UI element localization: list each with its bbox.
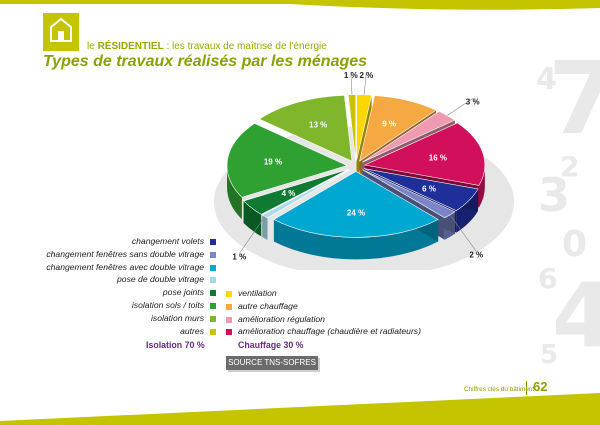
- pie-slice: [261, 169, 350, 219]
- pie-value-label: 13 %: [309, 121, 327, 130]
- pie-label-leader: [363, 71, 367, 95]
- legend-item: amélioration chauffage (chaudière et rad…: [238, 326, 421, 337]
- pie-value-label: 9 %: [382, 119, 396, 128]
- legend-swatch: [226, 329, 232, 336]
- pie-label-leader: [239, 216, 266, 254]
- pie-slice-side: [262, 214, 268, 240]
- legend-item: isolation sols / toits: [131, 300, 204, 310]
- legend-item: changement volets: [131, 236, 204, 246]
- legend-swatch: [210, 251, 216, 258]
- pie-slice: [363, 122, 486, 186]
- pie-slice-side: [273, 219, 439, 260]
- bottom-decorative-curve: [0, 393, 600, 425]
- section-name: RÉSIDENTIEL: [97, 41, 164, 52]
- decorative-number: 3: [538, 168, 571, 222]
- legend-item: amélioration régulation: [238, 313, 325, 324]
- pie-slice-side: [227, 165, 242, 220]
- decorative-number: 5: [540, 340, 559, 370]
- legend-swatch: [210, 239, 216, 245]
- pie-slice-side: [243, 200, 262, 237]
- legend-swatch: [226, 303, 232, 310]
- house-logo-icon: [43, 13, 79, 51]
- legend-swatch: [226, 316, 232, 323]
- legend-item: isolation murs: [150, 312, 204, 323]
- pie-value-label: 6 %: [422, 184, 436, 193]
- legend-swatch: [226, 291, 232, 297]
- total-isolation: Isolation 70 %: [146, 340, 205, 350]
- decorative-number: 4: [552, 264, 600, 367]
- footer-divider: [526, 381, 527, 395]
- pie-slice: [242, 168, 349, 215]
- legend-swatch: [210, 315, 216, 322]
- pie-value-label: 2 %: [469, 250, 483, 259]
- pie-value-label: 1 %: [344, 71, 358, 80]
- pie-slice: [226, 123, 348, 198]
- legend-item: changement fenêtres avec double vitrage: [46, 261, 204, 272]
- legend-item: ventilation: [238, 288, 277, 298]
- section-prefix: le: [87, 41, 98, 52]
- decorative-number: 7: [548, 40, 600, 157]
- pie-slice: [359, 95, 437, 162]
- pie-value-label: 2 %: [359, 71, 373, 80]
- pie-slice: [273, 171, 439, 238]
- decorative-number: 0: [562, 224, 588, 265]
- legend-swatch: [210, 264, 216, 271]
- legend-left: changement volets changement fenêtres san…: [40, 236, 216, 336]
- total-chauffage: Chauffage 30 %: [238, 340, 304, 350]
- page-title: Types de travaux réalisés par les ménage…: [43, 53, 368, 70]
- legend-swatch: [210, 290, 216, 297]
- legend-swatch: [210, 328, 216, 335]
- legend-item: changement fenêtres sans double vitrage: [46, 248, 204, 259]
- source-badge: SOURCE TNS-SOFRES: [226, 356, 318, 370]
- pie-slice: [356, 94, 372, 161]
- pie-value-label: 24 %: [347, 208, 365, 217]
- pie-value-label: 3 %: [466, 98, 480, 107]
- page-number: 62: [533, 379, 548, 394]
- pie-label-leader: [447, 98, 473, 116]
- pie-slice: [258, 95, 353, 162]
- legend-swatch: [210, 277, 216, 284]
- decorative-number: 6: [538, 262, 558, 295]
- legend-swatch: [210, 303, 216, 309]
- pie-value-label: 1 %: [232, 252, 246, 261]
- pie-value-label: 16 %: [429, 153, 447, 162]
- top-decorative-curve: [230, 0, 600, 10]
- pie-label-leader: [350, 71, 353, 95]
- pie-value-label: 4 %: [282, 189, 296, 198]
- legend-item: pose de double vitrage: [117, 274, 204, 285]
- section-description: : les travaux de maîtrise de l'énergie: [163, 41, 327, 52]
- legend-item: autres: [180, 325, 204, 336]
- footer-publication: Chiffres clés du bâtiment: [464, 386, 535, 393]
- decorative-number: 4: [536, 62, 557, 97]
- legend-right: ventilation autre chauffage amélioration r…: [226, 288, 486, 338]
- decorative-number: 2: [560, 150, 580, 183]
- pie-slice: [362, 169, 456, 219]
- legend-item: pose joints: [162, 287, 204, 298]
- pie-chart: 2 % 9 % 3 % 16 % 6 % 2 % 24 % 1 % 4 % 19 % 13 % 1 %: [214, 71, 514, 270]
- pie-value-label: 19 %: [264, 158, 282, 167]
- pie-label-leader: [449, 214, 477, 252]
- pie-slice: [363, 168, 479, 212]
- legend-item: autre chauffage: [238, 300, 298, 311]
- section-subtitle: le RÉSIDENTIEL : les travaux de maîtrise…: [87, 41, 327, 52]
